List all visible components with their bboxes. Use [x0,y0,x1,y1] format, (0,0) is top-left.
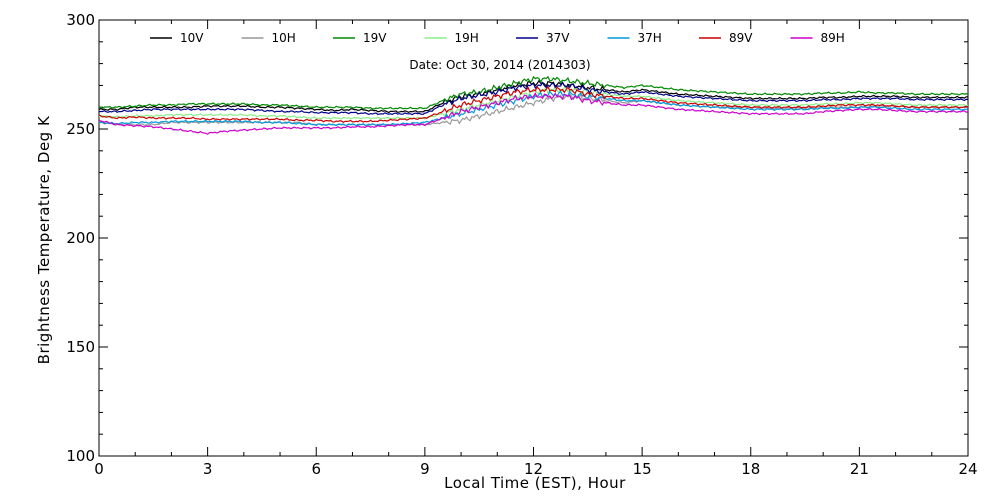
y-tick-label: 300 [66,11,95,29]
legend-label-89h: 89H [821,31,845,45]
x-tick-label: 15 [633,460,652,478]
x-tick-label: 18 [741,460,760,478]
date-annotation: Date: Oct 30, 2014 (2014303) [409,58,590,72]
series-line-89h [98,92,969,135]
legend-label-37v: 37V [546,31,570,45]
y-tick-label: 100 [66,447,95,465]
series-line-19v [98,75,969,110]
x-tick-label: 24 [958,460,977,478]
series-line-89v [98,85,969,123]
series-line-37h [98,90,969,127]
legend-label-19v: 19V [363,31,387,45]
x-tick-label: 0 [94,460,104,478]
x-tick-label: 12 [524,460,543,478]
x-tick-label: 3 [203,460,213,478]
y-tick-label: 150 [66,338,95,356]
legend-label-37h: 37H [638,31,662,45]
y-tick-label: 250 [66,120,95,138]
x-tick-label: 6 [311,460,321,478]
series-line-10v [98,79,968,114]
legend-label-10h: 10H [272,31,296,45]
y-tick-label: 200 [66,229,95,247]
legend-label-89v: 89V [729,31,753,45]
y-axis-title: Brightness Temperature, Deg K [35,115,53,364]
plot-frame [98,19,969,457]
x-tick-label: 21 [850,460,869,478]
x-axis-title: Local Time (EST), Hour [444,474,626,492]
series-line-37v [98,81,969,116]
legend-label-10v: 10V [180,31,204,45]
series-line-10h [98,92,968,127]
series-line-19h [98,85,969,120]
legend-label-19h: 19H [455,31,479,45]
x-tick-label: 9 [420,460,430,478]
